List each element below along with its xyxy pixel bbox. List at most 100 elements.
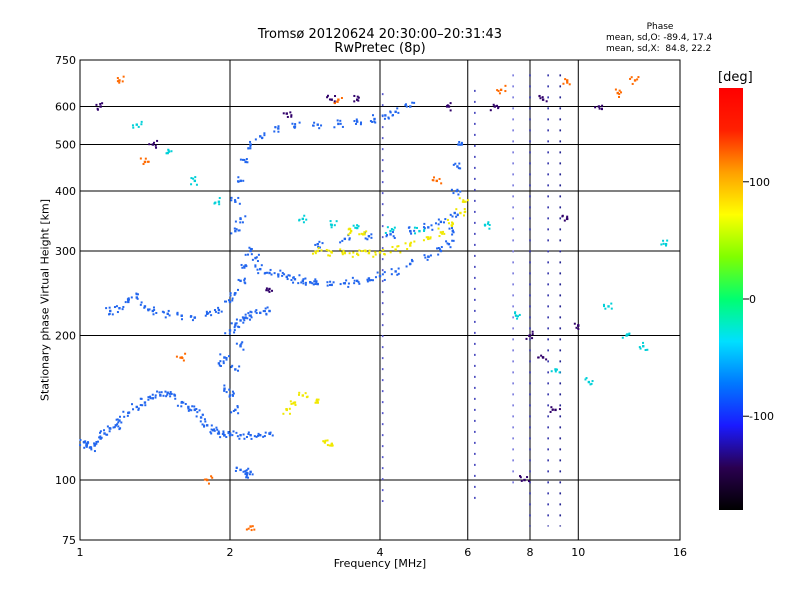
data-point bbox=[288, 407, 291, 410]
data-point bbox=[181, 357, 184, 360]
data-point bbox=[79, 444, 82, 447]
data-point bbox=[99, 437, 102, 440]
data-point bbox=[231, 390, 234, 393]
data-point bbox=[372, 114, 375, 117]
data-point bbox=[249, 143, 252, 146]
data-point bbox=[389, 111, 392, 114]
data-point bbox=[304, 283, 307, 286]
data-point bbox=[537, 356, 540, 359]
data-point bbox=[240, 179, 243, 182]
data-point bbox=[499, 88, 503, 92]
data-point bbox=[514, 311, 517, 314]
data-point bbox=[367, 251, 371, 255]
data-point bbox=[255, 256, 258, 259]
phase-stats-o-line: mean, sd,O: -89.4, 17.4 bbox=[606, 33, 713, 43]
data-point bbox=[244, 313, 247, 316]
data-point bbox=[228, 300, 232, 304]
data-point bbox=[84, 440, 87, 443]
data-point bbox=[190, 177, 193, 180]
data-point bbox=[487, 221, 490, 224]
data-point bbox=[598, 107, 601, 110]
data-point bbox=[255, 435, 258, 438]
data-point bbox=[263, 310, 266, 313]
data-point bbox=[441, 232, 444, 235]
data-point bbox=[316, 249, 319, 253]
data-point bbox=[216, 432, 219, 435]
data-point bbox=[514, 314, 518, 317]
data-point bbox=[263, 272, 266, 275]
data-point bbox=[328, 283, 331, 286]
data-point bbox=[290, 115, 293, 118]
data-point bbox=[423, 229, 426, 232]
data-point bbox=[285, 275, 288, 279]
data-point bbox=[422, 239, 425, 242]
data-point bbox=[302, 282, 305, 285]
data-point bbox=[233, 326, 236, 329]
data-point bbox=[523, 478, 526, 482]
data-point bbox=[343, 237, 347, 241]
data-point bbox=[456, 165, 459, 168]
data-point bbox=[340, 96, 343, 99]
data-point bbox=[122, 75, 125, 78]
data-point bbox=[607, 305, 610, 308]
data-point bbox=[368, 249, 371, 252]
data-point bbox=[427, 255, 430, 258]
data-point bbox=[142, 163, 145, 166]
data-point bbox=[203, 424, 206, 427]
data-point bbox=[408, 263, 411, 266]
data-point bbox=[228, 388, 231, 391]
data-point bbox=[364, 250, 367, 253]
data-point bbox=[267, 289, 270, 292]
data-point bbox=[235, 228, 238, 231]
data-point bbox=[498, 92, 501, 95]
data-point bbox=[249, 525, 252, 528]
data-point bbox=[365, 230, 368, 233]
data-point bbox=[283, 273, 286, 276]
colorbar-tick-label: 0 bbox=[749, 293, 756, 306]
data-point bbox=[190, 409, 193, 412]
data-point bbox=[228, 394, 232, 397]
data-point bbox=[151, 397, 155, 400]
data-point bbox=[249, 145, 252, 148]
data-point bbox=[447, 242, 451, 246]
data-point bbox=[324, 439, 327, 442]
data-point bbox=[330, 226, 333, 229]
data-point bbox=[358, 282, 361, 285]
x-tick-label: 1 bbox=[77, 546, 84, 559]
data-point bbox=[433, 176, 436, 179]
data-point bbox=[626, 333, 629, 336]
data-point bbox=[366, 238, 369, 241]
data-point bbox=[233, 331, 236, 334]
data-point bbox=[594, 106, 597, 109]
data-point bbox=[254, 256, 257, 260]
data-point bbox=[618, 89, 621, 92]
data-point bbox=[370, 233, 373, 236]
data-point bbox=[347, 282, 350, 285]
data-point bbox=[452, 163, 455, 166]
data-point bbox=[245, 469, 248, 472]
data-point bbox=[219, 360, 222, 363]
data-point bbox=[314, 278, 317, 281]
data-point bbox=[458, 140, 461, 143]
data-point bbox=[270, 273, 273, 276]
data-point bbox=[116, 418, 119, 421]
data-point bbox=[516, 317, 519, 320]
data-point bbox=[249, 314, 252, 317]
data-point bbox=[449, 246, 452, 249]
data-point bbox=[575, 326, 578, 329]
data-point bbox=[504, 84, 507, 87]
data-point bbox=[339, 248, 342, 251]
data-point bbox=[448, 227, 451, 230]
data-point bbox=[210, 432, 213, 435]
data-point bbox=[271, 289, 274, 292]
data-point bbox=[241, 158, 244, 161]
data-point bbox=[268, 287, 271, 291]
data-point bbox=[255, 312, 258, 315]
data-point bbox=[525, 337, 528, 340]
data-point bbox=[257, 432, 260, 435]
data-point bbox=[413, 240, 416, 243]
data-point bbox=[628, 332, 631, 335]
data-point bbox=[170, 150, 173, 153]
data-point bbox=[225, 300, 228, 303]
data-point bbox=[384, 114, 387, 117]
